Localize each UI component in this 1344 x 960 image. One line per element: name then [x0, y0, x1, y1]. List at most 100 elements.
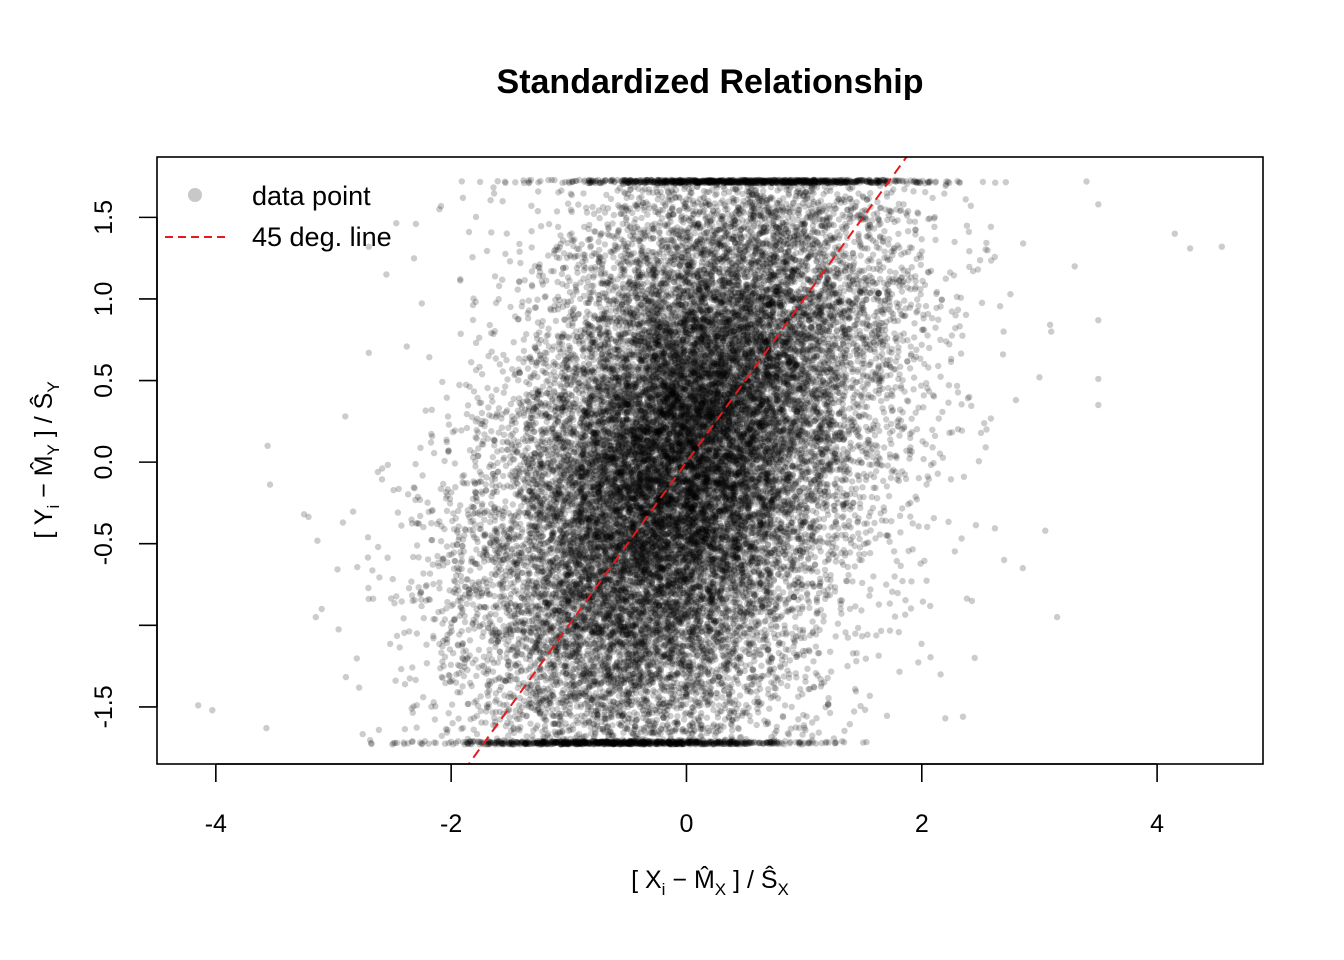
data-point — [705, 282, 712, 290]
data-point — [963, 222, 971, 229]
data-point — [621, 562, 629, 569]
data-point — [481, 575, 488, 582]
data-point — [637, 729, 644, 736]
data-point — [601, 454, 609, 462]
data-point — [618, 236, 625, 243]
data-point — [890, 548, 898, 555]
data-point — [785, 521, 793, 529]
data-point — [844, 662, 851, 670]
data-point — [769, 235, 776, 242]
data-point — [758, 510, 766, 517]
data-point — [652, 610, 659, 617]
data-point — [746, 641, 754, 648]
data-point — [897, 363, 904, 370]
data-point — [478, 371, 486, 378]
data-point — [398, 665, 405, 673]
data-point — [564, 615, 572, 623]
data-point — [445, 421, 453, 428]
data-point — [821, 318, 828, 325]
data-point — [578, 434, 585, 441]
data-point — [734, 459, 741, 466]
data-point — [447, 661, 455, 668]
data-point — [583, 384, 591, 391]
data-point — [751, 270, 758, 277]
data-point — [473, 672, 480, 680]
data-point — [517, 259, 524, 267]
data-point — [506, 258, 514, 265]
data-point — [846, 215, 853, 222]
data-point — [617, 722, 625, 729]
data-point — [883, 483, 891, 490]
data-point — [805, 565, 813, 572]
data-point — [662, 452, 670, 459]
data-point — [469, 316, 477, 324]
data-point — [781, 349, 788, 356]
data-point — [771, 391, 779, 398]
data-point — [638, 528, 645, 535]
data-point — [728, 259, 736, 267]
data-point — [603, 383, 610, 391]
data-point — [697, 400, 704, 407]
data-point — [614, 462, 621, 470]
data-point — [668, 512, 675, 519]
data-point — [461, 618, 469, 626]
data-point — [700, 535, 707, 543]
data-point — [470, 726, 477, 733]
data-point — [942, 338, 950, 345]
data-point — [902, 597, 909, 604]
data-point — [722, 305, 729, 313]
data-point — [819, 381, 826, 389]
data-point — [571, 440, 578, 448]
data-point — [813, 178, 820, 185]
data-point — [671, 590, 678, 597]
data-point — [393, 632, 401, 640]
data-point — [556, 254, 563, 262]
data-point — [714, 714, 722, 721]
data-point — [750, 252, 757, 260]
data-point — [538, 391, 545, 398]
data-point — [862, 296, 870, 304]
data-point — [406, 675, 413, 682]
data-point — [643, 739, 650, 746]
data-point — [467, 567, 474, 574]
data-point — [877, 510, 884, 517]
data-point — [507, 303, 514, 311]
data-point — [504, 376, 511, 383]
data-point — [736, 414, 744, 421]
data-point — [704, 586, 712, 593]
data-point — [824, 290, 832, 297]
data-point — [685, 672, 692, 679]
data-point — [753, 721, 760, 729]
data-point — [523, 330, 530, 338]
data-point — [504, 662, 512, 669]
data-point — [931, 223, 938, 230]
data-point — [569, 648, 576, 655]
data-point — [490, 184, 497, 191]
data-point — [499, 515, 506, 522]
data-point — [693, 474, 701, 481]
data-point — [701, 471, 708, 479]
data-point — [840, 513, 847, 520]
data-point — [604, 385, 611, 392]
data-point — [724, 396, 731, 403]
data-point — [703, 451, 711, 458]
data-point — [638, 214, 645, 222]
data-point — [656, 384, 663, 391]
data-point — [422, 407, 429, 414]
data-point — [859, 484, 866, 491]
data-point — [405, 585, 413, 592]
data-point — [650, 530, 657, 538]
data-point — [653, 421, 661, 429]
data-point — [675, 550, 682, 557]
data-point — [594, 646, 602, 653]
data-point — [766, 352, 773, 360]
data-point — [858, 633, 866, 640]
data-point — [873, 468, 880, 475]
data-point — [485, 404, 492, 411]
data-point — [864, 631, 871, 638]
data-point — [920, 455, 927, 463]
data-point — [748, 325, 756, 333]
data-point — [459, 683, 466, 690]
data-point — [621, 515, 629, 522]
